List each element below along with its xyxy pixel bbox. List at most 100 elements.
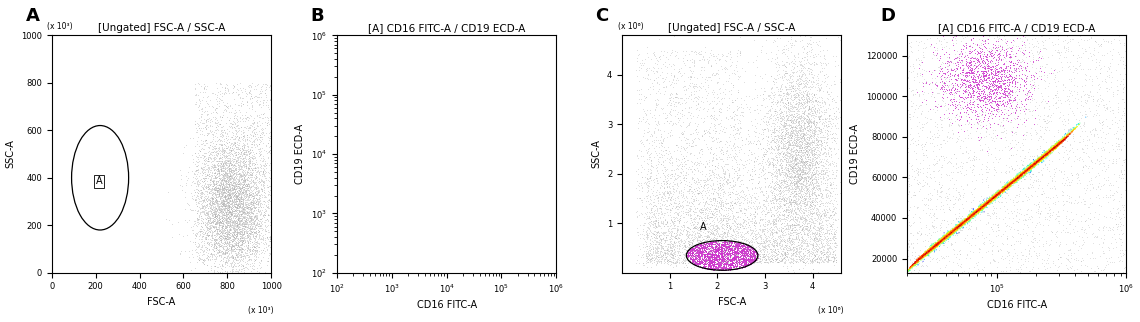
Point	[1019, 168, 1037, 173]
Point	[740, 258, 758, 263]
Point	[699, 253, 717, 258]
Point	[197, 125, 215, 130]
Point	[909, 180, 927, 185]
Point	[805, 220, 823, 225]
Point	[1074, 241, 1092, 246]
Point	[790, 158, 808, 163]
Point	[928, 238, 946, 243]
Point	[246, 249, 264, 254]
Point	[229, 237, 247, 242]
Point	[1037, 47, 1056, 52]
Point	[812, 249, 830, 254]
Point	[646, 229, 665, 234]
Point	[803, 107, 821, 112]
Point	[690, 252, 708, 258]
Point	[218, 224, 236, 229]
Point	[728, 172, 747, 177]
Point	[706, 253, 724, 258]
Point	[796, 240, 814, 245]
Point	[975, 201, 993, 206]
Point	[801, 139, 820, 144]
Point	[746, 220, 764, 225]
Point	[213, 200, 231, 205]
Point	[685, 224, 703, 230]
Point	[789, 188, 807, 194]
Point	[730, 130, 748, 136]
Point	[988, 43, 1007, 48]
Point	[677, 183, 695, 188]
Point	[994, 185, 1012, 190]
Point	[952, 224, 970, 229]
Point	[207, 256, 226, 261]
Point	[809, 242, 828, 247]
Point	[1017, 166, 1035, 172]
Point	[974, 200, 992, 205]
Point	[782, 187, 800, 192]
Point	[781, 223, 799, 228]
Point	[988, 221, 1007, 226]
Point	[918, 250, 936, 255]
Point	[193, 206, 211, 211]
Point	[762, 123, 780, 128]
Point	[1023, 166, 1041, 171]
Point	[715, 250, 733, 255]
Point	[983, 71, 1001, 76]
Point	[234, 232, 252, 237]
Point	[218, 190, 236, 195]
Point	[726, 243, 744, 248]
Point	[756, 255, 774, 260]
Point	[1074, 139, 1092, 144]
Point	[725, 155, 743, 160]
Point	[819, 242, 837, 248]
Point	[244, 205, 262, 210]
Point	[813, 218, 831, 223]
Point	[253, 218, 271, 223]
Point	[788, 100, 806, 105]
Point	[942, 97, 960, 102]
Point	[225, 225, 243, 230]
Point	[247, 82, 266, 88]
Point	[1048, 145, 1066, 150]
Point	[712, 182, 731, 187]
Point	[815, 208, 833, 213]
Point	[930, 115, 948, 120]
Point	[225, 150, 243, 156]
Point	[1091, 84, 1109, 89]
Point	[1009, 230, 1027, 235]
Point	[938, 134, 956, 139]
Point	[773, 193, 791, 198]
Point	[959, 215, 977, 220]
Point	[242, 191, 260, 196]
Point	[692, 264, 710, 269]
Point	[984, 80, 1002, 85]
Point	[652, 135, 670, 140]
Point	[972, 69, 991, 74]
Point	[987, 121, 1005, 126]
Point	[796, 217, 814, 222]
Point	[990, 190, 1008, 195]
Point	[789, 156, 807, 161]
Point	[201, 204, 219, 210]
Point	[790, 177, 808, 183]
Point	[211, 248, 229, 253]
Point	[666, 254, 684, 259]
Point	[204, 212, 222, 217]
Point	[825, 255, 844, 260]
Point	[1015, 173, 1033, 178]
Point	[205, 212, 223, 217]
Point	[212, 193, 230, 198]
Point	[968, 42, 986, 47]
Point	[743, 227, 762, 232]
Point	[766, 185, 784, 191]
Point	[984, 196, 1002, 201]
Point	[998, 74, 1016, 79]
Point	[903, 264, 921, 269]
Point	[798, 170, 816, 175]
Point	[804, 84, 822, 89]
Point	[979, 221, 998, 226]
Point	[776, 104, 795, 109]
Point	[905, 262, 923, 267]
Point	[693, 187, 711, 193]
Point	[219, 234, 237, 240]
Point	[675, 223, 693, 228]
